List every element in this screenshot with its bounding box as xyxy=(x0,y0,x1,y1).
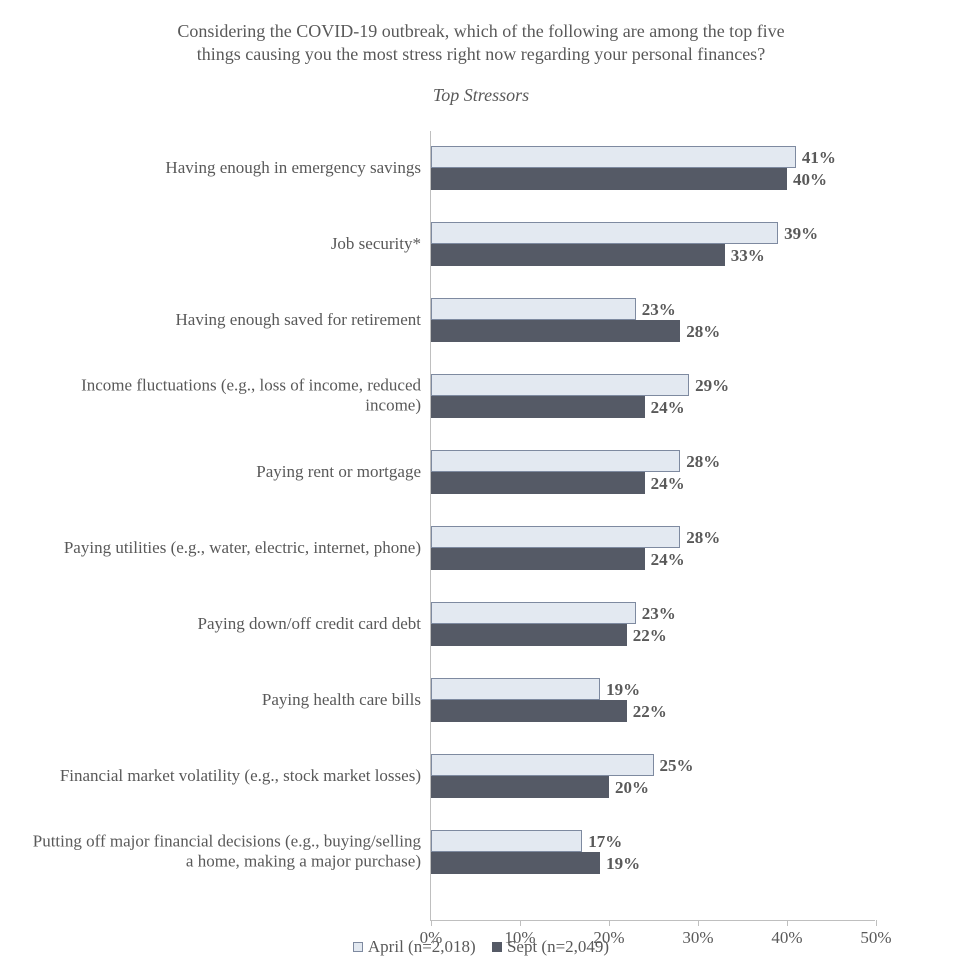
bar-april xyxy=(431,526,680,548)
value-label-april: 39% xyxy=(784,224,818,244)
chart-subtitle: Top Stressors xyxy=(0,85,962,106)
chart-row: Paying down/off credit card debt23%22% xyxy=(431,602,875,646)
value-label-april: 23% xyxy=(642,604,676,624)
legend-label-april: April (n=2,018) xyxy=(368,937,476,957)
chart-row: Having enough in emergency savings41%40% xyxy=(431,146,875,190)
legend-item-sept: Sept (n=2,049) xyxy=(492,937,609,957)
chart-row: Paying utilities (e.g., water, electric,… xyxy=(431,526,875,570)
bar-sept xyxy=(431,168,787,190)
chart-row: Income fluctuations (e.g., loss of incom… xyxy=(431,374,875,418)
bar-april xyxy=(431,450,680,472)
value-label-sept: 40% xyxy=(793,170,827,190)
value-label-april: 17% xyxy=(588,832,622,852)
legend-item-april: April (n=2,018) xyxy=(353,937,476,957)
bar-april xyxy=(431,754,654,776)
chart-row: Having enough saved for retirement23%28% xyxy=(431,298,875,342)
value-label-sept: 28% xyxy=(686,322,720,342)
value-label-april: 28% xyxy=(686,452,720,472)
value-label-april: 23% xyxy=(642,300,676,320)
bar-sept xyxy=(431,396,645,418)
bar-april xyxy=(431,222,778,244)
chart-container: Considering the COVID-19 outbreak, which… xyxy=(0,0,962,969)
chart-row: Putting off major financial decisions (e… xyxy=(431,830,875,874)
category-label: Income fluctuations (e.g., loss of incom… xyxy=(31,375,431,416)
plot-area: 0%10%20%30%40%50%Having enough in emerge… xyxy=(430,131,875,921)
bar-april xyxy=(431,146,796,168)
chart-row: Financial market volatility (e.g., stock… xyxy=(431,754,875,798)
value-label-sept: 22% xyxy=(633,702,667,722)
value-label-sept: 24% xyxy=(651,398,685,418)
bar-april xyxy=(431,602,636,624)
title-line-2: things causing you the most stress right… xyxy=(197,44,765,64)
category-label: Having enough saved for retirement xyxy=(31,310,431,330)
bar-april xyxy=(431,678,600,700)
value-label-sept: 19% xyxy=(606,854,640,874)
category-label: Financial market volatility (e.g., stock… xyxy=(31,766,431,786)
chart-row: Paying health care bills19%22% xyxy=(431,678,875,722)
value-label-april: 25% xyxy=(660,756,694,776)
category-label: Paying utilities (e.g., water, electric,… xyxy=(31,538,431,558)
bar-sept xyxy=(431,700,627,722)
value-label-april: 19% xyxy=(606,680,640,700)
value-label-sept: 22% xyxy=(633,626,667,646)
x-tick xyxy=(876,920,877,926)
value-label-april: 41% xyxy=(802,148,836,168)
bar-april xyxy=(431,374,689,396)
value-label-sept: 24% xyxy=(651,550,685,570)
x-tick xyxy=(787,920,788,926)
value-label-sept: 20% xyxy=(615,778,649,798)
x-tick xyxy=(520,920,521,926)
chart-row: Paying rent or mortgage28%24% xyxy=(431,450,875,494)
bar-sept xyxy=(431,776,609,798)
category-label: Paying rent or mortgage xyxy=(31,462,431,482)
category-label: Job security* xyxy=(31,234,431,254)
value-label-april: 28% xyxy=(686,528,720,548)
value-label-april: 29% xyxy=(695,376,729,396)
x-tick xyxy=(431,920,432,926)
category-label: Having enough in emergency savings xyxy=(31,158,431,178)
chart-row: Job security*39%33% xyxy=(431,222,875,266)
chart-title: Considering the COVID-19 outbreak, which… xyxy=(0,20,962,67)
legend-label-sept: Sept (n=2,049) xyxy=(507,937,609,957)
title-line-1: Considering the COVID-19 outbreak, which… xyxy=(177,21,784,41)
x-tick xyxy=(609,920,610,926)
bar-april xyxy=(431,298,636,320)
legend: April (n=2,018) Sept (n=2,049) xyxy=(0,937,962,957)
legend-swatch-sept xyxy=(492,942,502,952)
category-label: Paying health care bills xyxy=(31,690,431,710)
bar-april xyxy=(431,830,582,852)
bar-sept xyxy=(431,852,600,874)
bar-sept xyxy=(431,472,645,494)
x-tick xyxy=(698,920,699,926)
bar-sept xyxy=(431,624,627,646)
bar-sept xyxy=(431,244,725,266)
value-label-sept: 33% xyxy=(731,246,765,266)
bar-sept xyxy=(431,548,645,570)
bar-sept xyxy=(431,320,680,342)
legend-swatch-april xyxy=(353,942,363,952)
value-label-sept: 24% xyxy=(651,474,685,494)
category-label: Paying down/off credit card debt xyxy=(31,614,431,634)
category-label: Putting off major financial decisions (e… xyxy=(31,831,431,872)
